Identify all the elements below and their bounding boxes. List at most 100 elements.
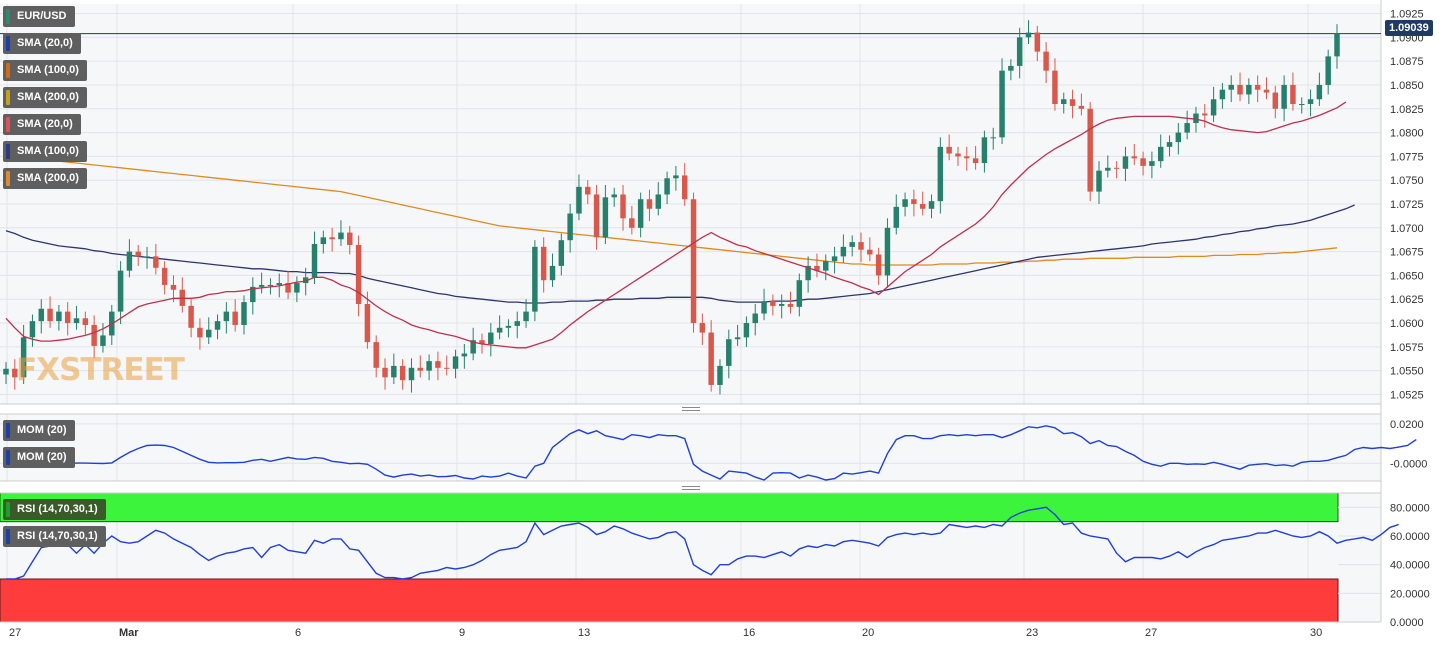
candle-down: [770, 301, 776, 306]
candle-up: [1299, 104, 1305, 105]
candle-up: [56, 311, 62, 322]
y-tick-label: 1.0600: [1390, 318, 1424, 330]
candle-down: [646, 199, 653, 209]
rsi-line: [6, 506, 1399, 580]
candle-up: [576, 186, 582, 214]
watermark-logo: FXSTREET: [16, 352, 185, 388]
candle-down: [232, 311, 238, 325]
candle-up: [673, 175, 679, 179]
legend-swatch: [6, 63, 10, 78]
candle-down: [919, 204, 926, 209]
legend-sma-3[interactable]: SMA (200,0): [3, 87, 87, 108]
candle-up: [1157, 146, 1164, 162]
candle-up: [752, 313, 758, 324]
candle-up: [338, 232, 344, 240]
candle-up: [840, 246, 847, 257]
x-tick-label: Mar: [119, 627, 139, 639]
y-tick-label: -0.0000: [1390, 458, 1427, 470]
candle-down: [540, 246, 547, 281]
sma100-line: [5, 204, 1355, 304]
candle-up: [73, 318, 80, 324]
candle-up: [452, 356, 459, 369]
candle-down: [946, 146, 952, 154]
x-tick-label: 9: [459, 627, 465, 639]
candle-up: [805, 265, 811, 281]
legend-sma-5[interactable]: SMA (100,0): [3, 141, 87, 162]
candle-up: [734, 337, 741, 340]
candle-up: [1061, 99, 1067, 104]
candle-down: [867, 249, 873, 255]
x-tick-label: 30: [1310, 627, 1322, 639]
candle-down: [188, 305, 194, 328]
legend-sma-1[interactable]: SMA (20,0): [3, 33, 81, 54]
candle-up: [276, 283, 282, 285]
legend-rsi-2[interactable]: RSI (14,70,30,1): [3, 526, 106, 547]
candle-down: [1034, 32, 1041, 52]
candle-down: [629, 218, 635, 228]
candle-up: [311, 244, 318, 278]
candle-up: [884, 227, 891, 276]
candle-down: [435, 361, 441, 368]
candle-up: [1008, 65, 1014, 71]
candle-up: [1105, 167, 1111, 171]
candle-down: [814, 265, 820, 271]
legend-sma-2[interactable]: SMA (100,0): [3, 60, 87, 81]
candle-up: [1246, 84, 1252, 95]
x-tick-label: 27: [1145, 627, 1157, 639]
candle-down: [1290, 84, 1296, 104]
legend-sma-6[interactable]: SMA (200,0): [3, 168, 87, 189]
candle-up: [999, 70, 1005, 138]
y-tick-label: 20.0000: [1390, 588, 1430, 600]
candle-down: [620, 194, 626, 219]
candle-down: [47, 308, 53, 322]
momentum-line: [5, 425, 1417, 481]
candle-up: [761, 301, 767, 314]
candle-up: [1281, 84, 1287, 109]
candle-down: [170, 284, 177, 290]
candle-up: [408, 367, 415, 381]
candle-up: [267, 284, 274, 286]
candle-down: [64, 311, 71, 324]
y-tick-label: 0.0200: [1390, 419, 1424, 431]
candle-down: [285, 283, 291, 293]
candle-down: [82, 318, 89, 325]
candle-up: [1316, 84, 1323, 100]
candle-down: [787, 304, 794, 307]
candle-down: [1140, 158, 1146, 166]
symbol-swatch: [6, 9, 10, 24]
x-tick-label: 6: [295, 627, 301, 639]
symbol-label[interactable]: EUR/USD: [3, 6, 75, 27]
candle-up: [823, 261, 829, 271]
legend-swatch: [6, 144, 10, 159]
candle-up: [1307, 99, 1314, 104]
candle-up: [20, 337, 27, 378]
legend-swatch: [6, 117, 10, 132]
candle-down: [1202, 113, 1208, 116]
legend-mom-2[interactable]: MOM (20): [3, 447, 75, 468]
candle-up: [549, 265, 556, 281]
candle-up: [1096, 170, 1102, 192]
candle-up: [29, 321, 36, 338]
candle-up: [849, 242, 855, 247]
y-tick-label: 1.0775: [1390, 151, 1424, 163]
x-tick-label: 23: [1026, 627, 1038, 639]
candle-down: [347, 232, 353, 245]
legend-rsi-1[interactable]: RSI (14,70,30,1): [3, 499, 106, 520]
current-price-tag: 1.09039: [1385, 20, 1433, 36]
legend-sma-4[interactable]: SMA (20,0): [3, 114, 81, 135]
candle-up: [1184, 123, 1190, 133]
legend-mom-1[interactable]: MOM (20): [3, 420, 75, 441]
x-tick-label: 27: [9, 627, 21, 639]
candle-down: [399, 365, 406, 381]
candle-up: [532, 246, 538, 312]
candle-down: [972, 158, 979, 164]
candle-down: [585, 186, 591, 195]
candle-up: [496, 327, 503, 333]
candle-down: [1052, 70, 1058, 104]
candle-up: [1210, 99, 1217, 116]
candle-down: [1131, 156, 1137, 159]
candle-down: [1078, 105, 1085, 109]
x-tick-label: 13: [578, 627, 590, 639]
y-tick-label: 1.0525: [1390, 389, 1424, 401]
candle-up: [1334, 33, 1340, 57]
